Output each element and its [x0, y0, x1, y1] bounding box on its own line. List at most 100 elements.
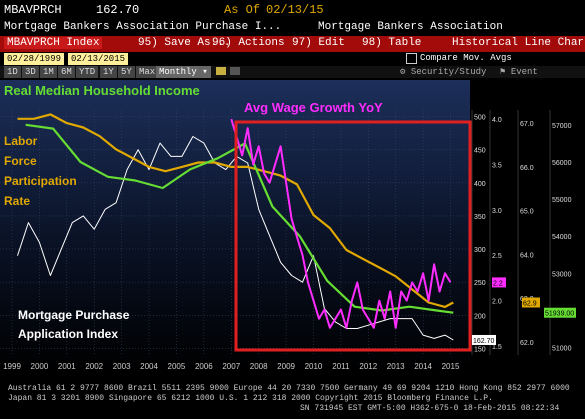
footer-contacts-line1: Australia 61 2 9777 8600 Brazil 5511 239… [8, 384, 570, 393]
view-title: Historical Line Chart [452, 37, 585, 49]
y-tick-label: 64.0 [520, 252, 534, 259]
mortgage-annotation-line: Application Index [18, 327, 119, 341]
last-value-tag [522, 297, 540, 308]
last-value-label: 62.9 [523, 301, 537, 308]
labor-annotation: Labor Force Participation Rate [4, 131, 77, 211]
labor-annotation-line: Labor [4, 134, 38, 148]
period-3d[interactable]: 3D [22, 66, 39, 78]
x-tick-label: 2012 [359, 362, 377, 370]
x-tick-label: 2010 [305, 362, 323, 370]
x-tick-label: 1999 [3, 362, 21, 370]
y-tick-label: 65.0 [520, 209, 534, 216]
y-tick-label: 3.5 [492, 162, 502, 169]
y-tick-label: 400 [474, 181, 486, 188]
x-tick-label: 2005 [168, 362, 186, 370]
compare-checkbox[interactable] [406, 53, 417, 64]
mortgage-annotation: Mortgage Purchase Application Index [18, 306, 129, 344]
source-description: Mortgage Bankers Association [318, 21, 503, 33]
compare-mov-avgs-label: Compare Mov. Avgs [420, 53, 512, 63]
security-description: Mortgage Bankers Association Purchase I.… [4, 21, 282, 33]
frequency-dropdown[interactable]: Monthly ▾ [156, 66, 211, 78]
y-tick-label: 1.5 [492, 344, 502, 351]
period-5y[interactable]: 5Y [118, 66, 135, 78]
edit-menu[interactable]: 97) Edit [292, 37, 345, 49]
index-dropdown[interactable]: MBAVPRCH Index [4, 37, 103, 49]
x-tick-label: 2004 [140, 362, 158, 370]
x-tick-label: 2014 [414, 362, 432, 370]
last-value-label: 2.2 [493, 280, 503, 287]
x-tick-label: 2003 [113, 362, 131, 370]
as-of-label: As Of [224, 3, 261, 17]
y-tick-label: 51000 [552, 346, 572, 353]
period-ytd[interactable]: YTD [76, 66, 99, 78]
x-tick-label: 2009 [277, 362, 295, 370]
table-menu[interactable]: 98) Table [362, 37, 422, 49]
x-tick-label: 2015 [442, 362, 460, 370]
period-1d[interactable]: 1D [4, 66, 21, 78]
last-value-tag [544, 307, 576, 318]
mortgage-annotation-line: Mortgage Purchase [18, 308, 130, 322]
period-1y[interactable]: 1Y [100, 66, 117, 78]
last-value-tag [472, 334, 496, 345]
income-annotation: Real Median Household Income [4, 83, 200, 98]
y-tick-label: 67.0 [520, 121, 534, 128]
y-tick-label: 2.5 [492, 253, 502, 260]
y-tick-label: 500 [474, 115, 486, 122]
event-button[interactable]: ⚑ Event [500, 67, 538, 77]
y-tick-label: 300 [474, 247, 486, 254]
y-tick-label: 3.0 [492, 208, 502, 215]
bar-chart-icon[interactable] [230, 67, 240, 75]
footer-contacts-line2: Japan 81 3 3201 8900 Singapore 65 6212 1… [8, 394, 493, 403]
series-line-avg-wage-growth-yoy [230, 118, 452, 329]
period-1m[interactable]: 1M [40, 66, 57, 78]
actions-menu[interactable]: 96) Actions [212, 37, 285, 49]
description-row: Mortgage Bankers Association Purchase I.… [0, 21, 585, 35]
y-tick-label: 55000 [552, 197, 572, 204]
period-max[interactable]: Max [136, 66, 159, 78]
end-date-field[interactable]: 02/13/2015 [68, 53, 129, 65]
x-tick-label: 2002 [85, 362, 103, 370]
x-tick-label: 2000 [31, 362, 49, 370]
y-tick-label: 2.0 [492, 299, 502, 306]
last-value-label: 51939.00 [545, 311, 574, 318]
period-toolbar: 1D 3D 1M 6M YTD 1Y 5Y Max Monthly ▾ ⚙ Se… [0, 66, 585, 78]
y-tick-label: 4.0 [492, 117, 502, 124]
y-tick-label: 250 [474, 280, 486, 287]
y-tick-label: 57000 [552, 123, 572, 130]
frequency-label: Monthly [159, 67, 197, 77]
function-menubar: MBAVPRCH Index 95) Save As... 96) Action… [0, 36, 585, 52]
labor-annotation-line: Force [4, 154, 37, 168]
series-line-labor-force-participation-rate [17, 113, 454, 308]
as-of-date: 02/13/15 [266, 3, 324, 17]
period-6m[interactable]: 6M [58, 66, 75, 78]
footer-session-info: SN 731945 EST GMT-5:00 H362-675-0 18-Feb… [300, 404, 560, 413]
highlight-box [234, 120, 472, 352]
x-tick-label: 2011 [332, 362, 350, 370]
y-tick-label: 66.0 [520, 165, 534, 172]
y-tick-label: 56000 [552, 160, 572, 167]
x-tick-label: 2006 [195, 362, 213, 370]
line-chart-icon[interactable] [216, 67, 226, 75]
chart-panel: 1999 2000 2001 2002 2003 2004 2005 2006 2007 2008… [0, 80, 585, 371]
y-tick-label: 450 [474, 148, 486, 155]
y-tick-label: 54000 [552, 234, 572, 241]
last-price: 162.70 [96, 3, 140, 17]
last-value-label: 162.70 [473, 338, 495, 345]
y-tick-label: 150 [474, 346, 486, 353]
x-tick-label: 2008 [250, 362, 268, 370]
x-tick-label: 2007 [222, 362, 240, 370]
y-tick-label: 350 [474, 214, 486, 221]
y-tick-label: 200 [474, 313, 486, 320]
security-study-button[interactable]: ⚙ Security/Study [400, 67, 487, 77]
ticker-symbol: MBAVPRCH [4, 3, 62, 17]
start-date-field[interactable]: 02/28/1999 [4, 53, 65, 65]
date-range-row: 02/28/1999 - 02/13/2015 Compare Mov. Avg… [0, 53, 585, 66]
wage-annotation: Avg Wage Growth YoY [244, 100, 383, 115]
last-value-tag [492, 277, 506, 288]
y-tick-label: 62.0 [520, 340, 534, 347]
date-separator: - [60, 53, 66, 63]
y-tick-label: 53000 [552, 271, 572, 278]
labor-annotation-line: Rate [4, 194, 31, 208]
save-as-menu[interactable]: 95) Save As... [138, 37, 231, 49]
